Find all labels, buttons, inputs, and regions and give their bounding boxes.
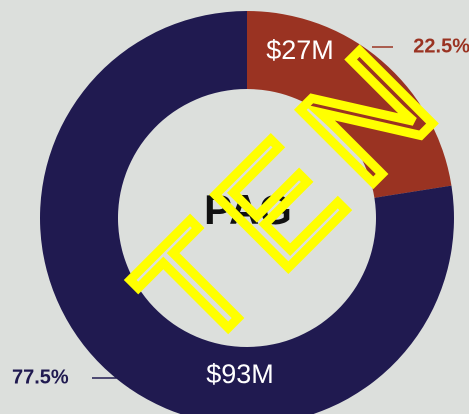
percent-label: 77.5% <box>12 366 69 388</box>
donut <box>40 11 454 414</box>
percent-label: 22.5% <box>413 35 469 57</box>
donut-segment <box>40 11 454 414</box>
amount-label: $93M <box>206 359 274 389</box>
donut-segment <box>247 11 452 198</box>
amount-label: $27M <box>266 35 334 65</box>
center-label: PAG <box>204 186 292 233</box>
